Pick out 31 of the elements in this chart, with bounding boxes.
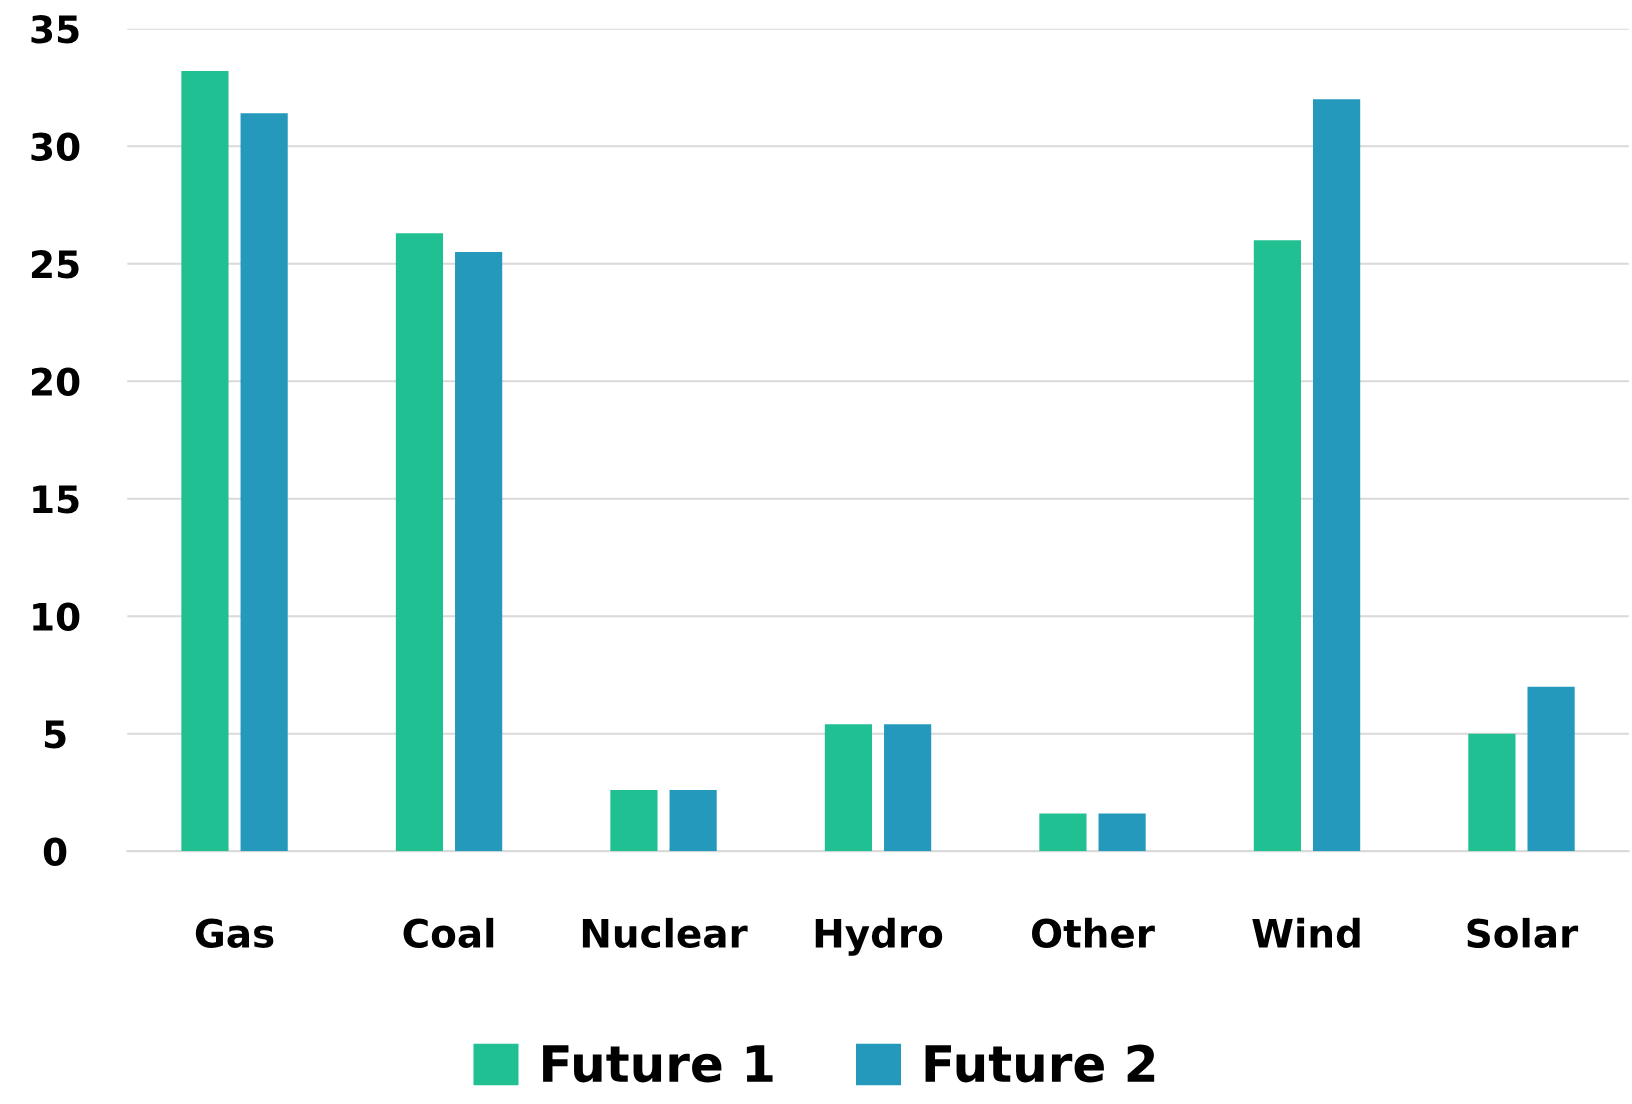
x-tick-label: Hydro [815, 917, 943, 956]
y-tick-label: 25 [31, 250, 79, 279]
y-tick-label: 30 [31, 132, 80, 161]
legend-label: Future 1 [543, 1045, 773, 1083]
bar [455, 251, 503, 852]
legend-label: Future 2 [925, 1044, 1155, 1083]
y-tick-label: 15 [33, 485, 79, 514]
x-tick-label: Nuclear [582, 917, 748, 948]
bar [1468, 733, 1516, 852]
x-tick-label: Coal [403, 917, 494, 948]
x-tick-label: Other [1032, 917, 1155, 948]
bar [181, 71, 229, 852]
bar [824, 724, 873, 852]
x-tick-label: Solar [1467, 917, 1579, 948]
bar [1313, 99, 1361, 852]
bar [1253, 240, 1301, 852]
bar [610, 790, 658, 852]
bar [1039, 813, 1087, 852]
y-tick-label: 0 [43, 837, 67, 866]
bar [884, 724, 932, 852]
bar [1098, 813, 1146, 852]
y-tick-label: 20 [31, 367, 80, 396]
bar [1527, 686, 1575, 852]
bar [669, 790, 717, 852]
y-tick-label: 5 [44, 720, 66, 749]
y-tick-label: 35 [31, 15, 79, 44]
bar [395, 233, 444, 852]
y-tick-label: 10 [33, 602, 80, 631]
x-tick-label: Gas [195, 918, 274, 948]
x-tick-label: Wind [1252, 917, 1360, 948]
bar [240, 113, 288, 852]
